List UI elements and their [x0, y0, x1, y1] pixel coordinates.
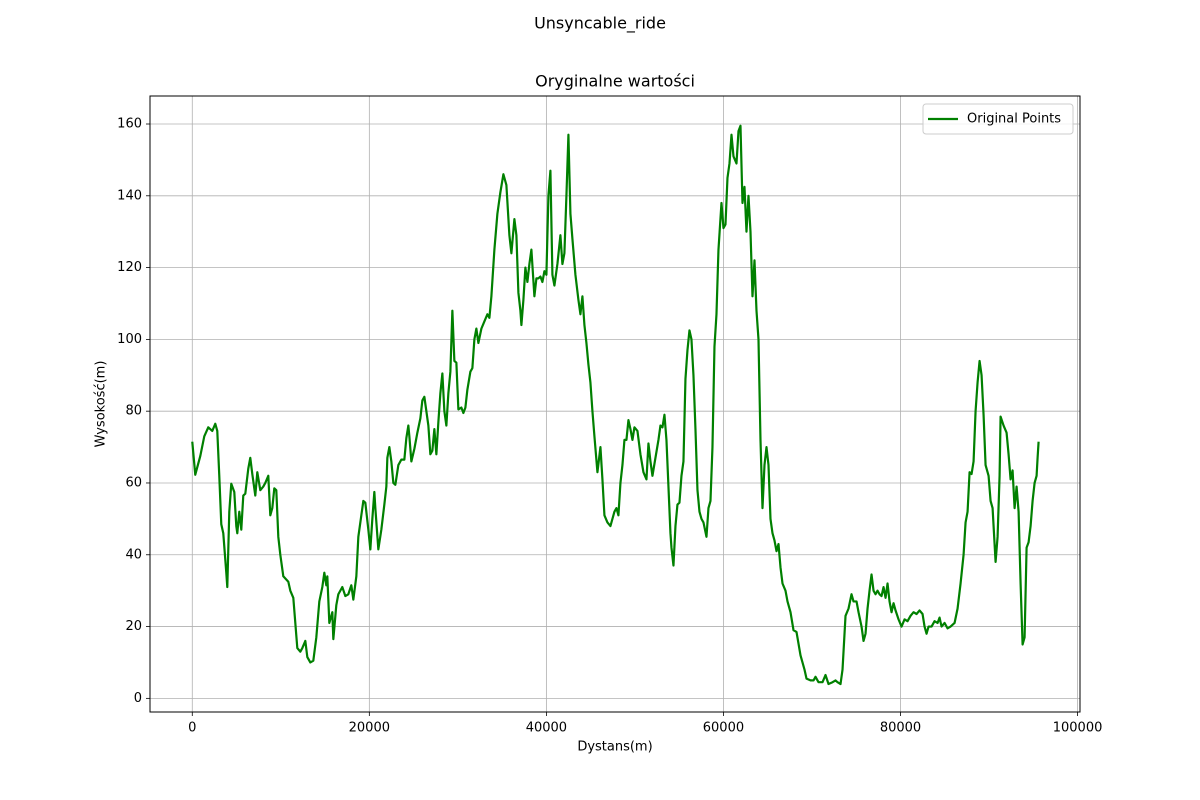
axes-frame: [149, 95, 1081, 713]
legend: Original Points: [922, 103, 1074, 135]
x-tick-label: 80000: [880, 721, 921, 736]
y-tick-label: 40: [125, 547, 142, 562]
x-tick-label: 40000: [526, 721, 567, 736]
suptitle: Unsyncable_ride: [534, 14, 666, 34]
y-tick-label: 100: [117, 332, 142, 347]
y-tick-label: 80: [125, 404, 142, 419]
data-line: [191, 124, 1040, 686]
ticks: 0 20000 40000 60000 80000 100000 0 20 40 60 80 100 1…: [117, 117, 1102, 736]
legend-box: [922, 103, 1074, 135]
y-axis-label: Wysokość(m): [94, 361, 109, 448]
y-tick-label: 0: [134, 691, 142, 706]
x-tick-label: 100000: [1053, 721, 1103, 736]
y-tick-label: 60: [125, 475, 142, 490]
chart-title: Oryginalne wartości: [535, 72, 695, 91]
x-tick-label: 0: [188, 721, 196, 736]
grid: [150, 96, 1080, 712]
plot: [191, 124, 1040, 686]
y-tick-label: 160: [117, 117, 142, 132]
y-tick-label: 120: [117, 260, 142, 275]
x-axis-label: Dystans(m): [577, 740, 652, 755]
y-tick-label: 20: [125, 619, 142, 634]
x-tick-label: 20000: [349, 721, 390, 736]
legend-label: Original Points: [967, 112, 1061, 127]
y-tick-label: 140: [117, 188, 142, 203]
x-tick-label: 60000: [703, 721, 744, 736]
